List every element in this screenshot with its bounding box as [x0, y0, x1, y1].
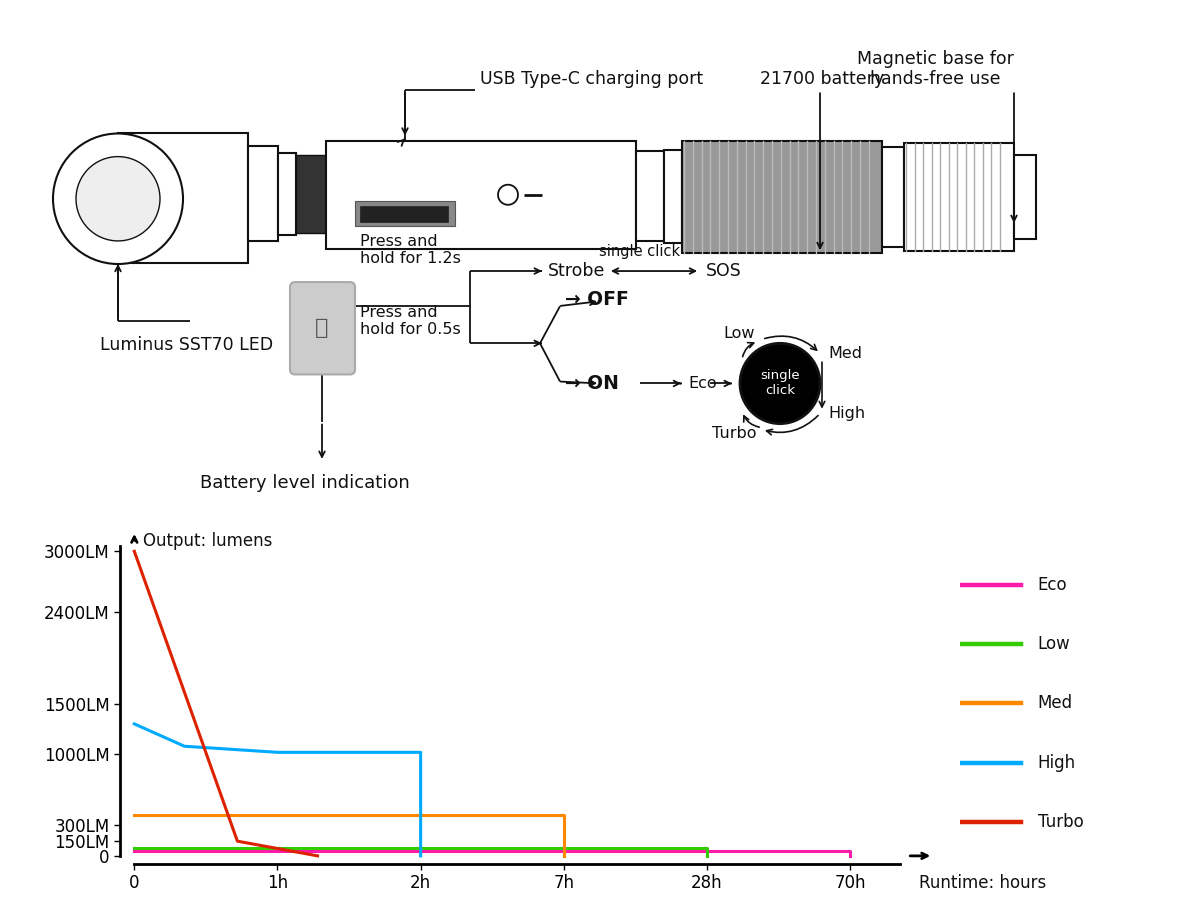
Bar — [326, 140, 636, 249]
Bar — [355, 201, 455, 226]
Bar — [636, 150, 664, 241]
Text: Med: Med — [1038, 695, 1073, 713]
Text: Low: Low — [724, 326, 755, 341]
Bar — [682, 140, 882, 253]
Text: Output: lumens: Output: lumens — [143, 532, 272, 550]
Text: Battery level indication: Battery level indication — [200, 473, 409, 491]
Text: Eco: Eco — [1038, 576, 1067, 594]
Text: Press and
hold for 0.5s: Press and hold for 0.5s — [360, 305, 461, 338]
Text: High: High — [1038, 754, 1075, 772]
Bar — [904, 142, 1014, 251]
Bar — [118, 132, 248, 263]
Text: SOS: SOS — [706, 262, 742, 280]
Bar — [296, 155, 326, 233]
Text: single
click: single click — [760, 370, 800, 398]
Text: Low: Low — [1038, 635, 1070, 653]
Bar — [882, 147, 904, 247]
Circle shape — [498, 184, 518, 205]
Bar — [360, 206, 448, 222]
Circle shape — [76, 157, 160, 241]
Bar — [664, 149, 682, 243]
Text: High: High — [828, 406, 865, 421]
Text: Turbo: Turbo — [1038, 814, 1084, 832]
Text: single click: single click — [600, 244, 680, 259]
Text: → ON: → ON — [565, 374, 619, 393]
Text: 🖐: 🖐 — [316, 319, 329, 338]
Text: Magnetic base for
hands-free use: Magnetic base for hands-free use — [857, 50, 1014, 88]
Bar — [248, 146, 278, 241]
Text: USB Type-C charging port: USB Type-C charging port — [480, 70, 703, 88]
Circle shape — [740, 343, 820, 424]
Text: Turbo: Turbo — [713, 427, 757, 441]
Text: Luminus SST70 LED: Luminus SST70 LED — [100, 337, 274, 355]
Text: Runtime: hours: Runtime: hours — [919, 874, 1046, 892]
Text: → OFF: → OFF — [565, 290, 629, 309]
Text: 21700 battery: 21700 battery — [760, 70, 884, 88]
Text: Strobe: Strobe — [548, 262, 605, 280]
Bar — [278, 153, 296, 235]
Text: Press and
hold for 1.2s: Press and hold for 1.2s — [360, 234, 461, 266]
Text: Med: Med — [828, 346, 862, 361]
FancyBboxPatch shape — [290, 282, 355, 374]
Text: Eco: Eco — [688, 376, 716, 391]
Circle shape — [53, 133, 182, 264]
Bar — [1014, 155, 1036, 238]
